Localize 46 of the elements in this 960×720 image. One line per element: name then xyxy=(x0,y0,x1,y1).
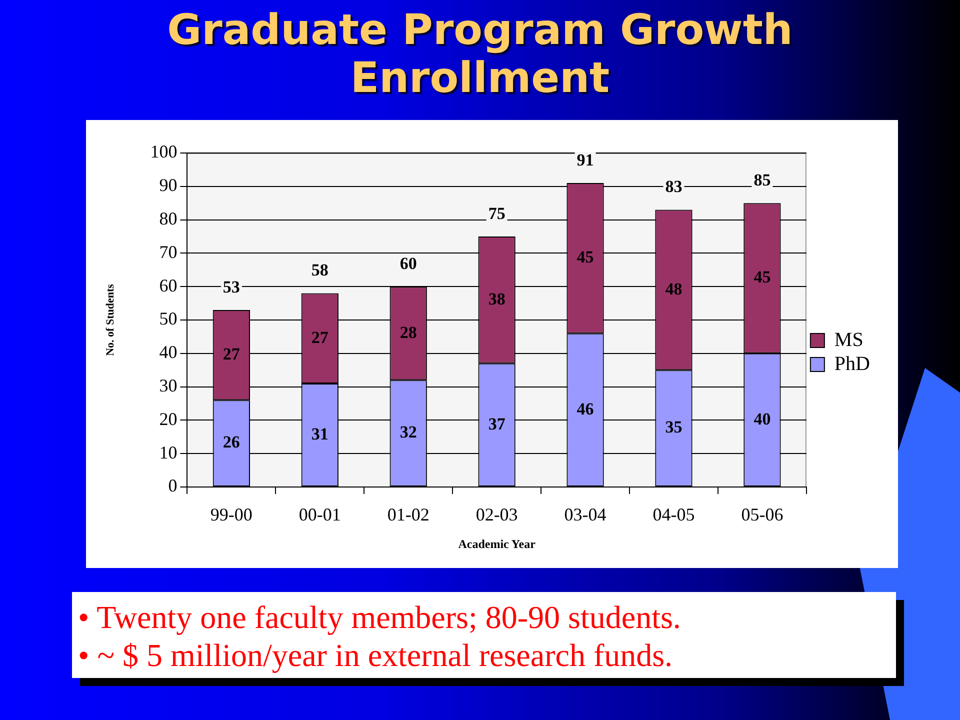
data-label: 46 xyxy=(576,399,594,418)
total-label: 85 xyxy=(754,170,771,190)
data-label: 40 xyxy=(754,409,771,428)
total-label: 53 xyxy=(222,277,240,296)
total-label: 75 xyxy=(488,204,506,223)
text: • ~ $ 5 million/year in external research funds. xyxy=(78,636,674,674)
y-tick-label: 100 xyxy=(150,142,178,162)
total-label: 91 xyxy=(576,150,594,170)
y-tick-label: 40 xyxy=(159,342,178,362)
x-tick-label: 05-06 xyxy=(741,504,784,525)
y-tick-label: 50 xyxy=(159,308,178,329)
data-label: 32 xyxy=(400,422,417,442)
data-label: 45 xyxy=(754,268,771,287)
data-label: 31 xyxy=(311,424,328,444)
data-label: 27 xyxy=(311,328,329,347)
y-tick-label: 90 xyxy=(159,175,178,196)
y-tick-label: 10 xyxy=(159,442,178,462)
data-label: 28 xyxy=(400,322,417,342)
data-label: 38 xyxy=(488,289,506,308)
y-tick-label: 60 xyxy=(159,275,178,296)
legend-label: PhD xyxy=(834,352,870,375)
text: • Twenty one faculty members; 80-90 students. xyxy=(78,598,682,636)
x-tick-label: 00-01 xyxy=(298,504,341,525)
x-tick-label: 04-05 xyxy=(652,504,695,525)
total-label: 83 xyxy=(665,177,682,196)
x-tick-label: 01-02 xyxy=(387,504,430,525)
y-tick-label: 0 xyxy=(168,476,178,496)
total-label: 58 xyxy=(311,260,328,280)
legend-label: MS xyxy=(834,328,864,351)
y-tick-label: 80 xyxy=(159,208,178,229)
chart-title: Graduate Program Growth Enrollment xyxy=(166,5,794,102)
x-tick-label: 99-00 xyxy=(210,504,252,525)
data-label: 37 xyxy=(488,414,506,434)
data-label: 27 xyxy=(222,344,240,364)
data-label: 45 xyxy=(576,248,594,267)
y-tick-label: 70 xyxy=(159,242,178,262)
data-label: 35 xyxy=(665,418,682,437)
x-tick-label: 03-04 xyxy=(564,504,606,525)
y-tick-label: 20 xyxy=(159,408,178,429)
total-label: 60 xyxy=(400,254,417,273)
y-tick-label: 30 xyxy=(159,376,178,396)
data-label: 26 xyxy=(222,432,240,452)
x-axis-title: Academic Year xyxy=(458,536,536,551)
y-axis-title: No. of Students xyxy=(104,283,116,356)
x-tick-label: 02-03 xyxy=(476,504,518,525)
data-label: 48 xyxy=(665,279,682,298)
